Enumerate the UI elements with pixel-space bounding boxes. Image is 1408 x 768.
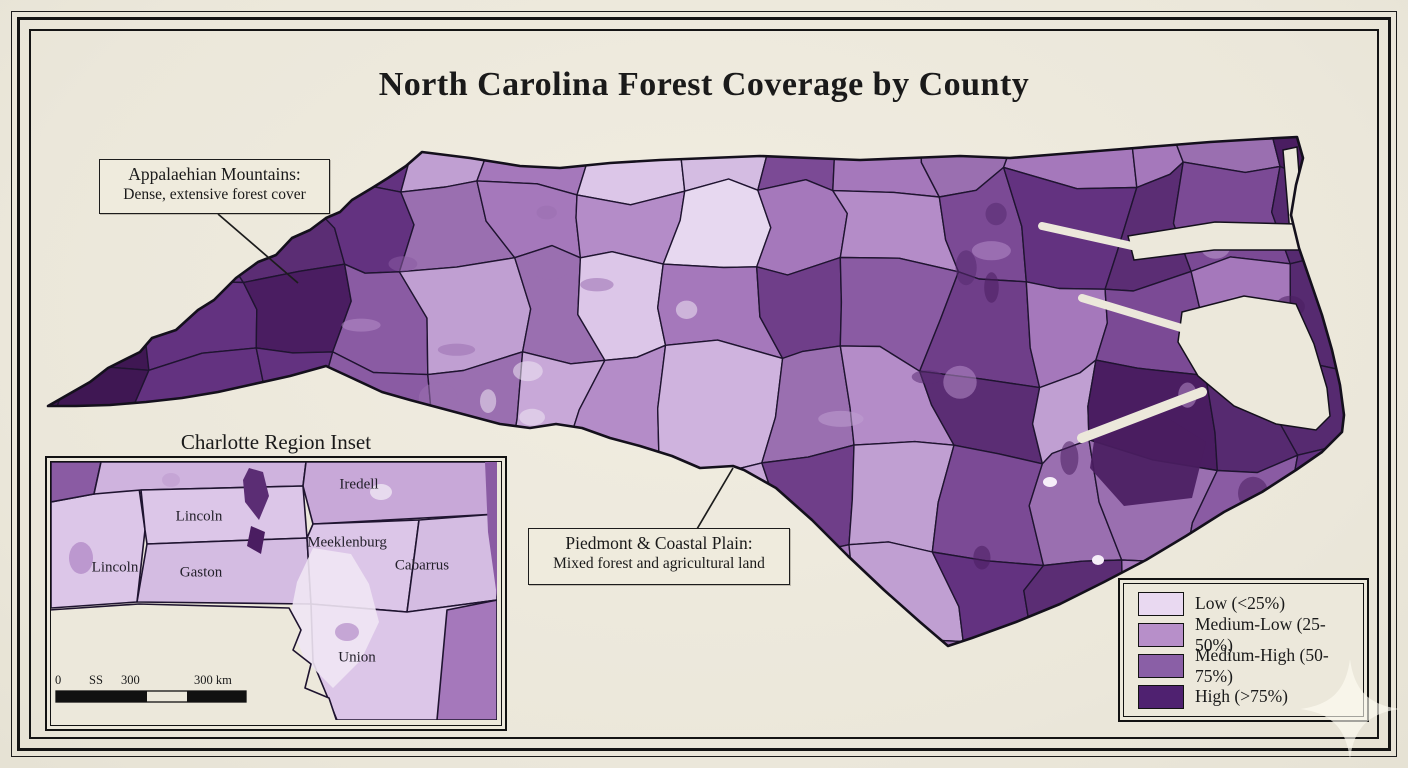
legend-inner: Low (<25%) Medium-Low (25-50%) Medium-Hi… <box>1123 583 1364 717</box>
charlotte-inset-map <box>51 462 497 720</box>
legend-label-medium-high: Medium-High (50-75%) <box>1195 644 1329 686</box>
county-label-lincoln-top: Lincoln <box>175 508 223 525</box>
charlotte-inset-inner: Iredell Lincoln Meeklenburg Cabarrus Lin… <box>50 461 502 726</box>
callout-appalachian-title: Appalaehian Mountains: <box>128 164 301 184</box>
scale-label-1: SS <box>89 673 103 687</box>
legend-label-high: High (>75%) <box>1195 686 1288 706</box>
county-label-meeklenburg: Meeklenburg <box>307 534 387 551</box>
county-label-iredell: Iredell <box>339 476 379 493</box>
legend-swatch-high <box>1138 684 1184 709</box>
county-label-gaston: Gaston <box>179 564 223 581</box>
county-label-lincoln-left: Lincoln <box>91 559 139 576</box>
callout-piedmont-text: Mixed forest and agricultural land <box>553 555 765 572</box>
page-title: North Carolina Forest Coverage by County <box>378 66 1030 103</box>
county-label-union: Union <box>338 649 376 666</box>
callout-appalachian: Appalaehian Mountains: Dense, extensive … <box>99 159 330 214</box>
scale-label-3: 300 km <box>194 673 232 687</box>
legend-item-medium-low: Medium-Low (25-50%) <box>1138 614 1363 655</box>
scale-label-0: 0 <box>55 673 62 687</box>
legend-swatch-medium-low <box>1138 622 1184 647</box>
county-label-cabarrus: Cabarrus <box>394 557 450 574</box>
legend: Low (<25%) Medium-Low (25-50%) Medium-Hi… <box>1118 578 1369 722</box>
legend-swatch-low <box>1138 591 1184 616</box>
charlotte-inset: Iredell Lincoln Meeklenburg Cabarrus Lin… <box>45 456 507 731</box>
callout-piedmont-title: Piedmont & Coastal Plain: <box>565 533 753 553</box>
legend-label-medium-low: Medium-Low (25-50%) <box>1195 613 1326 655</box>
legend-item-high: High (>75%) <box>1138 683 1363 710</box>
legend-swatch-medium-high <box>1138 653 1184 678</box>
callout-appalachian-text: Dense, extensive forest cover <box>123 186 306 203</box>
legend-label-low: Low (<25%) <box>1195 593 1286 613</box>
legend-item-medium-high: Medium-High (50-75%) <box>1138 645 1363 686</box>
scale-label-2: 300 <box>121 673 140 687</box>
callout-piedmont: Piedmont & Coastal Plain: Mixed forest a… <box>528 528 790 585</box>
inset-title: Charlotte Region Inset <box>180 430 372 454</box>
legend-item-low: Low (<25%) <box>1138 590 1363 617</box>
